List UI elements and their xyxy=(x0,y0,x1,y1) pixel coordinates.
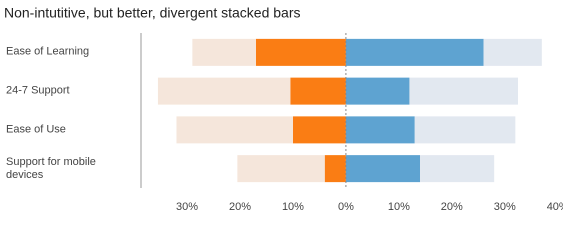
bar-segment xyxy=(409,77,518,105)
x-tick-label: 30% xyxy=(494,201,516,213)
chart-title: Non-intutitive, but better, divergent st… xyxy=(4,5,301,21)
bar-segment xyxy=(345,155,421,183)
category-label: 24-7 Support xyxy=(6,84,70,97)
x-tick-label: 0% xyxy=(338,201,354,213)
category-label: Ease of Use xyxy=(6,123,66,136)
bar-segment xyxy=(255,38,346,66)
bar-segment xyxy=(345,77,410,105)
bar-segment xyxy=(292,116,346,144)
bar-segment xyxy=(192,38,256,66)
x-tick-label: 30% xyxy=(176,201,198,213)
x-tick-label: 20% xyxy=(441,201,463,213)
bar-segment xyxy=(420,155,495,183)
bar-segment xyxy=(176,116,293,144)
chart: Non-intutitive, but better, divergent st… xyxy=(4,5,563,213)
bar-segment xyxy=(345,116,415,144)
x-tick-label: 20% xyxy=(229,201,251,213)
x-tick-label: 10% xyxy=(282,201,304,213)
bar-segment xyxy=(237,155,325,183)
chart-container: Non-intutitive, but better, divergent st… xyxy=(4,5,563,213)
bar-segment xyxy=(324,155,346,183)
bar-segment xyxy=(290,77,346,105)
category-label: Ease of Learning xyxy=(6,45,90,58)
x-tick-label: 10% xyxy=(388,201,410,213)
category-label: Support for mobile devices xyxy=(6,155,96,181)
bar-segment xyxy=(157,77,291,105)
bar-segment xyxy=(414,116,516,144)
x-tick-label: 40% xyxy=(547,201,563,213)
bar-segment xyxy=(345,38,484,66)
bar-segment xyxy=(483,38,542,66)
